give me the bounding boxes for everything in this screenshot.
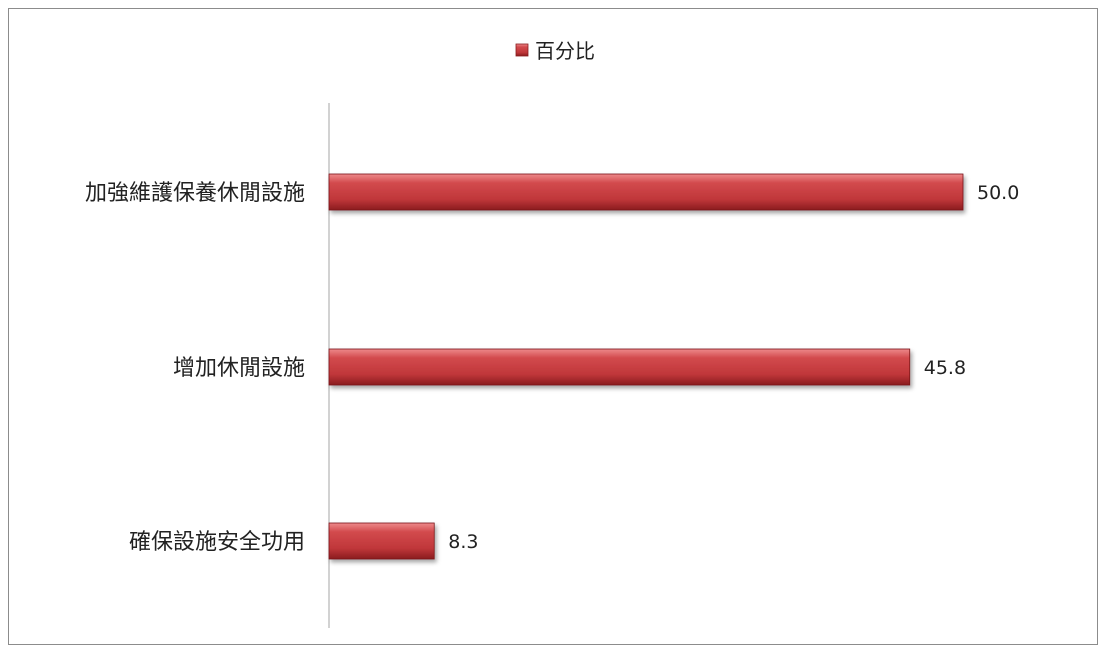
value-labels: 50.0 45.8 8.3: [448, 182, 1019, 553]
bars: [328, 173, 964, 560]
data-label: 8.3: [448, 531, 478, 553]
category-label: 加強維護保養休閒設施: [85, 181, 305, 206]
bar: [328, 173, 964, 211]
chart-frame: [8, 8, 1098, 645]
legend-label: 百分比: [535, 39, 595, 63]
category-label: 確保設施安全功用: [129, 530, 305, 555]
bar: [328, 522, 435, 560]
data-label: 45.8: [924, 357, 966, 379]
bar: [328, 348, 911, 386]
category-label: 增加休閒設施: [173, 356, 305, 381]
legend-swatch: [515, 43, 529, 57]
legend: 百分比: [515, 39, 595, 63]
data-label: 50.0: [977, 182, 1019, 204]
